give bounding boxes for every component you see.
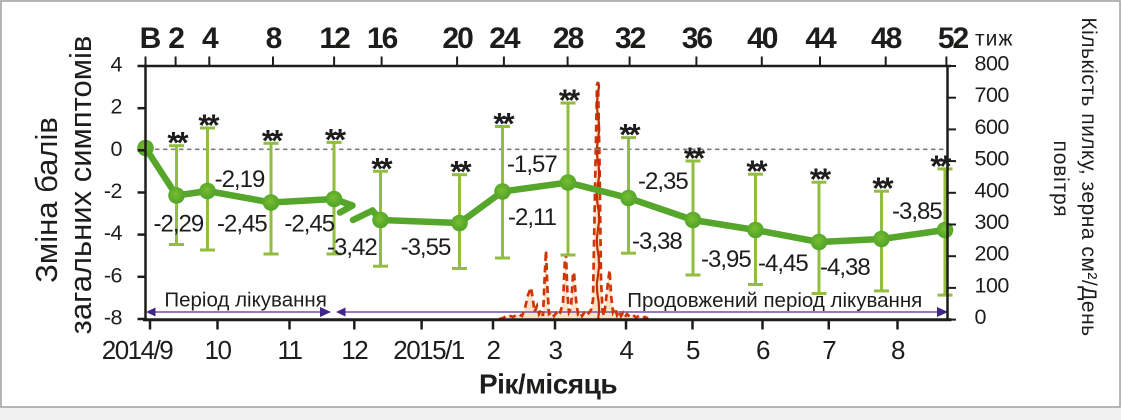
svg-text:-3,95: -3,95 xyxy=(701,246,751,273)
svg-text:0: 0 xyxy=(975,305,987,329)
svg-text:-4,45: -4,45 xyxy=(758,250,808,277)
svg-text:32: 32 xyxy=(615,22,646,55)
svg-text:200: 200 xyxy=(975,242,1010,266)
svg-text:тиж: тиж xyxy=(975,28,1013,51)
svg-text:-1,57: -1,57 xyxy=(507,151,557,178)
svg-text:5: 5 xyxy=(686,335,700,365)
svg-text:-2,45: -2,45 xyxy=(217,211,267,238)
svg-text:-2,29: -2,29 xyxy=(154,211,204,238)
svg-text:400: 400 xyxy=(975,178,1010,202)
svg-text:2: 2 xyxy=(487,335,501,365)
svg-text:Період лікування: Період лікування xyxy=(164,289,326,312)
svg-text:4: 4 xyxy=(202,22,219,55)
svg-text:-8: -8 xyxy=(104,306,123,330)
svg-text:8: 8 xyxy=(266,22,282,55)
svg-text:3: 3 xyxy=(549,335,563,365)
svg-text:48: 48 xyxy=(871,22,902,55)
svg-text:500: 500 xyxy=(975,147,1010,171)
svg-text:12: 12 xyxy=(319,22,350,55)
svg-text:-3,55: -3,55 xyxy=(401,234,451,261)
svg-text:10: 10 xyxy=(205,335,232,365)
svg-text:Рік/місяць: Рік/місяць xyxy=(479,369,617,400)
svg-text:4: 4 xyxy=(620,335,634,365)
svg-text:2: 2 xyxy=(168,22,184,55)
svg-text:12: 12 xyxy=(341,335,368,365)
svg-text:2014/9: 2014/9 xyxy=(102,335,174,365)
svg-text:300: 300 xyxy=(975,210,1010,234)
svg-text:8: 8 xyxy=(891,335,905,365)
svg-text:28: 28 xyxy=(553,22,584,55)
svg-text:повітря: повітря xyxy=(1049,141,1072,218)
svg-text:загальних симптомів: загальних симптомів xyxy=(63,36,98,335)
svg-text:-3,42: -3,42 xyxy=(327,234,377,261)
svg-text:-6: -6 xyxy=(104,263,123,287)
svg-text:-3,85: -3,85 xyxy=(892,198,942,225)
svg-text:-3,38: -3,38 xyxy=(632,228,682,255)
svg-text:20: 20 xyxy=(442,22,473,55)
svg-text:2015/1: 2015/1 xyxy=(393,335,465,365)
svg-text:16: 16 xyxy=(367,22,398,55)
svg-text:2: 2 xyxy=(111,95,122,119)
svg-text:-4,38: -4,38 xyxy=(820,254,870,281)
svg-text:100: 100 xyxy=(975,273,1010,297)
svg-text:44: 44 xyxy=(805,22,837,55)
svg-text:11: 11 xyxy=(278,335,303,365)
svg-text:700: 700 xyxy=(975,83,1010,107)
svg-text:40: 40 xyxy=(747,22,778,55)
svg-text:-2: -2 xyxy=(104,179,122,203)
svg-text:-2,11: -2,11 xyxy=(508,204,557,231)
svg-text:-2,19: -2,19 xyxy=(215,166,265,193)
svg-text:4: 4 xyxy=(111,53,123,77)
svg-text:В: В xyxy=(140,22,161,55)
svg-text:52: 52 xyxy=(938,22,969,55)
svg-text:-2,35: -2,35 xyxy=(638,168,688,195)
svg-text:24: 24 xyxy=(489,22,521,55)
svg-text:Кількість пилку, зерна см²/Ден: Кількість пилку, зерна см²/День xyxy=(1077,17,1100,336)
svg-text:0: 0 xyxy=(111,137,123,161)
svg-text:7: 7 xyxy=(822,335,836,365)
svg-text:Зміна балів: Зміна балів xyxy=(29,117,64,283)
svg-text:600: 600 xyxy=(975,115,1010,139)
svg-text:800: 800 xyxy=(975,52,1010,76)
svg-text:Продовжений період лікування: Продовжений період лікування xyxy=(627,289,922,312)
svg-text:6: 6 xyxy=(756,335,770,365)
svg-text:36: 36 xyxy=(682,22,713,55)
svg-text:-2,45: -2,45 xyxy=(284,211,334,238)
svg-text:-4: -4 xyxy=(104,221,123,245)
